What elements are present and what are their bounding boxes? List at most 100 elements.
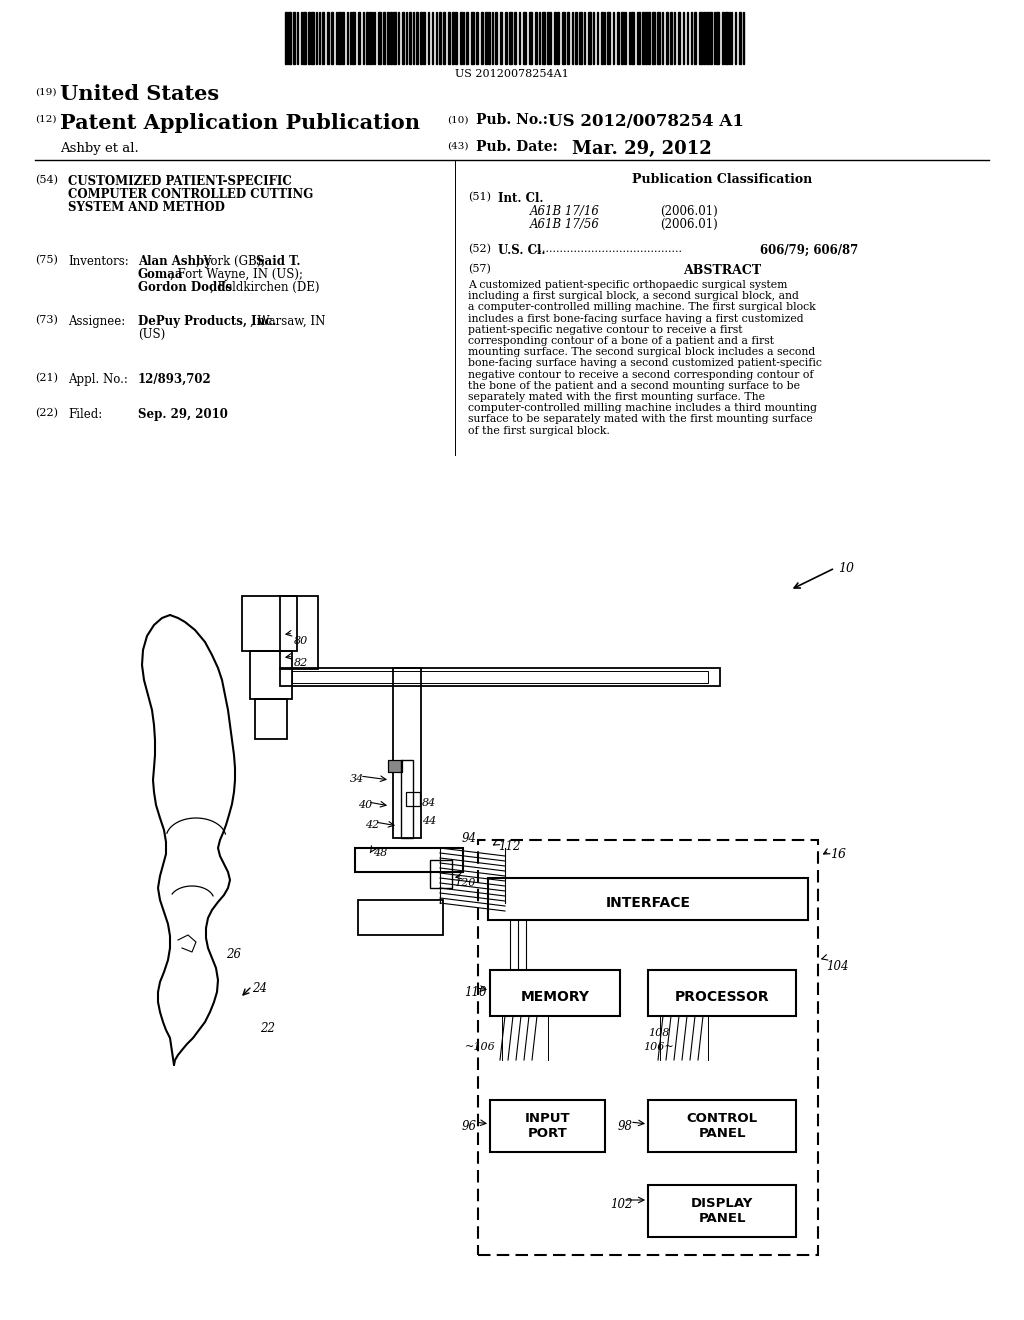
Bar bbox=[280, 668, 720, 686]
Bar bbox=[722, 12, 724, 63]
Bar bbox=[338, 12, 341, 63]
Bar bbox=[588, 12, 591, 63]
Text: ~106: ~106 bbox=[465, 1041, 496, 1052]
Bar bbox=[393, 12, 396, 63]
Bar bbox=[505, 12, 507, 63]
Bar bbox=[648, 1100, 796, 1152]
Text: including a first surgical block, a second surgical block, and: including a first surgical block, a seco… bbox=[468, 292, 799, 301]
Bar bbox=[471, 12, 474, 63]
Bar bbox=[488, 878, 808, 920]
Text: 96: 96 bbox=[462, 1119, 477, 1133]
Text: 22: 22 bbox=[260, 1022, 275, 1035]
Bar bbox=[607, 12, 610, 63]
Text: of the first surgical block.: of the first surgical block. bbox=[468, 425, 610, 436]
Bar bbox=[466, 12, 468, 63]
Bar bbox=[624, 12, 626, 63]
Bar bbox=[488, 12, 490, 63]
Bar bbox=[631, 12, 634, 63]
Text: Pub. No.:: Pub. No.: bbox=[476, 114, 548, 127]
Text: (2006.01): (2006.01) bbox=[660, 205, 718, 218]
Text: 42: 42 bbox=[365, 820, 379, 830]
Text: 120: 120 bbox=[454, 878, 475, 888]
Bar bbox=[652, 12, 655, 63]
Bar bbox=[388, 760, 402, 772]
Text: PROCESSOR: PROCESSOR bbox=[675, 990, 769, 1005]
Text: negative contour to receive a second corresponding contour of: negative contour to receive a second cor… bbox=[468, 370, 813, 380]
Bar bbox=[575, 12, 577, 63]
Text: United States: United States bbox=[60, 84, 219, 104]
Bar bbox=[694, 12, 696, 63]
Bar bbox=[678, 12, 680, 63]
Text: 104: 104 bbox=[826, 960, 849, 973]
Bar bbox=[416, 12, 418, 63]
Text: 40: 40 bbox=[358, 800, 373, 810]
Text: Sep. 29, 2010: Sep. 29, 2010 bbox=[138, 408, 228, 421]
Bar bbox=[455, 12, 457, 63]
Text: Appl. No.:: Appl. No.: bbox=[68, 374, 128, 385]
Bar bbox=[387, 12, 389, 63]
Bar bbox=[439, 12, 441, 63]
Text: Filed:: Filed: bbox=[68, 408, 102, 421]
Text: U.S. Cl.: U.S. Cl. bbox=[498, 244, 546, 257]
Bar bbox=[554, 12, 556, 63]
Bar bbox=[535, 12, 537, 63]
Bar bbox=[420, 12, 422, 63]
Bar bbox=[250, 651, 292, 700]
Text: 606/79; 606/87: 606/79; 606/87 bbox=[760, 244, 858, 257]
Bar bbox=[366, 12, 368, 63]
Bar bbox=[308, 12, 310, 63]
Bar bbox=[500, 12, 502, 63]
Bar bbox=[642, 12, 644, 63]
Bar bbox=[406, 792, 420, 807]
Bar bbox=[409, 12, 411, 63]
Text: Gomaa: Gomaa bbox=[138, 268, 183, 281]
Bar bbox=[358, 900, 443, 935]
Bar bbox=[557, 12, 559, 63]
Text: patient-specific negative contour to receive a first: patient-specific negative contour to rec… bbox=[468, 325, 742, 335]
Bar bbox=[542, 12, 545, 63]
Text: SYSTEM AND METHOD: SYSTEM AND METHOD bbox=[68, 201, 225, 214]
Text: INTERFACE: INTERFACE bbox=[605, 896, 690, 909]
Text: (52): (52) bbox=[468, 244, 490, 255]
Text: 34: 34 bbox=[350, 774, 365, 784]
Bar bbox=[657, 12, 660, 63]
Text: (21): (21) bbox=[35, 374, 58, 383]
Text: computer-controlled milling machine includes a third mounting: computer-controlled milling machine incl… bbox=[468, 403, 817, 413]
Bar bbox=[509, 12, 512, 63]
Text: Said T.: Said T. bbox=[256, 255, 300, 268]
Bar bbox=[617, 12, 618, 63]
Bar bbox=[476, 12, 478, 63]
Text: 106~: 106~ bbox=[643, 1041, 674, 1052]
Bar bbox=[645, 12, 647, 63]
Bar bbox=[485, 12, 487, 63]
Text: 16: 16 bbox=[830, 847, 846, 861]
Bar bbox=[601, 12, 603, 63]
Text: US 20120078254A1: US 20120078254A1 bbox=[455, 69, 569, 79]
Text: DISPLAY
PANEL: DISPLAY PANEL bbox=[691, 1197, 754, 1225]
Bar bbox=[423, 12, 425, 63]
Bar bbox=[567, 12, 569, 63]
Bar bbox=[460, 12, 462, 63]
Text: separately mated with the first mounting surface. The: separately mated with the first mounting… bbox=[468, 392, 765, 403]
Text: A customized patient-specific orthopaedic surgical system: A customized patient-specific orthopaedi… bbox=[468, 280, 787, 290]
Bar bbox=[288, 12, 291, 63]
Text: , York (GB);: , York (GB); bbox=[196, 255, 269, 268]
Bar bbox=[637, 12, 640, 63]
Text: 24: 24 bbox=[252, 982, 267, 995]
Text: COMPUTER CONTROLLED CUTTING: COMPUTER CONTROLLED CUTTING bbox=[68, 187, 313, 201]
Bar bbox=[621, 12, 623, 63]
Text: Int. Cl.: Int. Cl. bbox=[498, 191, 544, 205]
Text: Inventors:: Inventors: bbox=[68, 255, 129, 268]
Bar bbox=[390, 12, 392, 63]
Bar bbox=[242, 597, 297, 651]
Bar bbox=[378, 12, 381, 63]
Bar bbox=[293, 12, 295, 63]
Text: (75): (75) bbox=[35, 255, 58, 265]
Text: (57): (57) bbox=[468, 264, 490, 275]
Text: corresponding contour of a bone of a patient and a first: corresponding contour of a bone of a pat… bbox=[468, 337, 774, 346]
Text: 108: 108 bbox=[648, 1028, 670, 1038]
Bar bbox=[529, 12, 532, 63]
Bar bbox=[331, 12, 333, 63]
Text: Gordon Dodds: Gordon Dodds bbox=[138, 281, 232, 294]
Bar bbox=[547, 12, 549, 63]
